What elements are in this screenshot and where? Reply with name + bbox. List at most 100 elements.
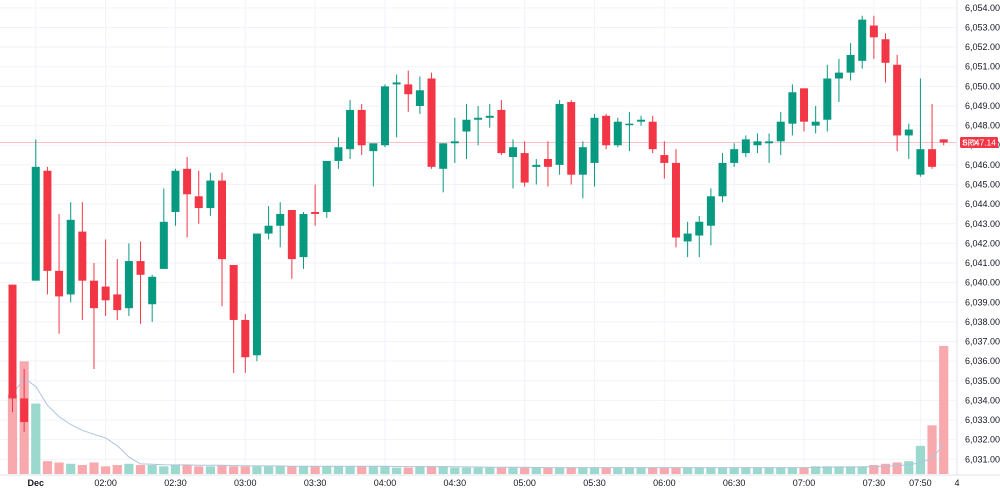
candle[interactable] bbox=[183, 157, 192, 238]
candle[interactable] bbox=[8, 284, 17, 413]
candle[interactable] bbox=[893, 54, 902, 152]
candle[interactable] bbox=[881, 33, 890, 83]
candle[interactable] bbox=[124, 243, 133, 317]
candle[interactable] bbox=[625, 111, 634, 152]
candle[interactable] bbox=[89, 263, 98, 370]
time-axis[interactable]: Dec 02:00 02:30 03:00 03:30 04:00 04:30 05:00 05… bbox=[28, 478, 932, 488]
candle[interactable] bbox=[788, 84, 797, 136]
candle[interactable] bbox=[613, 117, 622, 148]
candle[interactable] bbox=[392, 74, 401, 138]
candle[interactable] bbox=[800, 88, 809, 132]
candle[interactable] bbox=[695, 215, 704, 258]
candle[interactable] bbox=[439, 143, 448, 193]
volume-bar bbox=[135, 465, 146, 474]
candle[interactable] bbox=[194, 170, 203, 224]
candle[interactable] bbox=[264, 206, 273, 240]
price-tick-label: 6,048.00 bbox=[965, 121, 1000, 131]
candle[interactable] bbox=[741, 135, 750, 158]
price-axis[interactable]: 6,031.00 6,032.00 6,033.00 6,034.00 6,035.00… bbox=[965, 3, 1000, 464]
candle[interactable] bbox=[31, 139, 40, 281]
volume-bar bbox=[403, 467, 413, 474]
candle[interactable] bbox=[450, 117, 459, 163]
candle[interactable] bbox=[252, 233, 261, 362]
candle[interactable] bbox=[660, 141, 669, 179]
candle[interactable] bbox=[939, 139, 948, 146]
candle[interactable] bbox=[415, 76, 424, 114]
candle[interactable] bbox=[66, 202, 75, 303]
candle[interactable] bbox=[578, 141, 587, 199]
candle[interactable] bbox=[811, 105, 820, 134]
candle[interactable] bbox=[206, 172, 215, 216]
volume-bar bbox=[694, 467, 704, 474]
candle[interactable] bbox=[928, 104, 937, 169]
candle[interactable] bbox=[113, 259, 122, 320]
candle[interactable] bbox=[683, 221, 692, 258]
candle[interactable] bbox=[753, 133, 762, 154]
candle[interactable] bbox=[706, 188, 715, 246]
candle[interactable] bbox=[357, 104, 366, 156]
candle[interactable] bbox=[404, 70, 413, 112]
candle[interactable] bbox=[671, 149, 680, 248]
candle[interactable] bbox=[485, 104, 494, 128]
volume-bar bbox=[287, 466, 297, 474]
price-tick-label: 6,037.00 bbox=[965, 337, 1000, 347]
candle[interactable] bbox=[380, 84, 389, 148]
candle[interactable] bbox=[869, 15, 878, 59]
candle[interactable] bbox=[730, 143, 739, 167]
candle[interactable] bbox=[369, 143, 378, 187]
candle[interactable] bbox=[648, 115, 657, 154]
candle[interactable] bbox=[509, 139, 518, 189]
candle[interactable] bbox=[159, 188, 168, 269]
candle[interactable] bbox=[846, 43, 855, 81]
candle[interactable] bbox=[462, 104, 471, 159]
candle[interactable] bbox=[765, 133, 774, 163]
candle[interactable] bbox=[823, 64, 832, 132]
candle[interactable] bbox=[148, 274, 157, 322]
candle[interactable] bbox=[718, 153, 727, 203]
candle-body bbox=[869, 25, 878, 38]
candle[interactable] bbox=[101, 239, 110, 317]
candle[interactable] bbox=[532, 158, 541, 185]
candle-body bbox=[427, 78, 436, 167]
candle[interactable] bbox=[334, 137, 343, 169]
candle[interactable] bbox=[20, 369, 29, 432]
candle[interactable] bbox=[311, 184, 320, 226]
candle[interactable] bbox=[78, 202, 87, 320]
candle[interactable] bbox=[590, 113, 599, 187]
candle[interactable] bbox=[43, 166, 52, 295]
candle[interactable] bbox=[916, 78, 925, 177]
volume-bar bbox=[578, 467, 588, 474]
candle-body bbox=[916, 149, 925, 175]
candle[interactable] bbox=[776, 111, 785, 156]
candles[interactable] bbox=[8, 15, 948, 432]
candle[interactable] bbox=[497, 100, 506, 156]
candle[interactable] bbox=[346, 100, 355, 159]
candle[interactable] bbox=[543, 141, 552, 187]
candle[interactable] bbox=[287, 210, 296, 279]
candle-body bbox=[462, 119, 471, 132]
candle[interactable] bbox=[322, 160, 331, 218]
candle[interactable] bbox=[834, 58, 843, 103]
candle[interactable] bbox=[474, 105, 483, 146]
candle[interactable] bbox=[555, 100, 564, 175]
price-tick-label: 6,046.00 bbox=[965, 160, 1000, 170]
candle[interactable] bbox=[171, 168, 180, 226]
candle-body bbox=[823, 78, 832, 120]
candle[interactable] bbox=[276, 202, 285, 248]
candle-body bbox=[637, 119, 646, 122]
candle[interactable] bbox=[520, 141, 529, 187]
candle[interactable] bbox=[55, 213, 64, 334]
candle[interactable] bbox=[427, 72, 436, 169]
candle[interactable] bbox=[637, 115, 646, 126]
candle[interactable] bbox=[136, 241, 145, 324]
candle[interactable] bbox=[241, 314, 250, 373]
candle[interactable] bbox=[602, 113, 611, 150]
candle[interactable] bbox=[858, 15, 867, 69]
candle-body bbox=[415, 90, 424, 106]
candle[interactable] bbox=[567, 100, 576, 185]
candle[interactable] bbox=[229, 264, 238, 373]
candle[interactable] bbox=[299, 211, 308, 269]
candle[interactable] bbox=[218, 172, 227, 307]
candle[interactable] bbox=[904, 123, 913, 159]
